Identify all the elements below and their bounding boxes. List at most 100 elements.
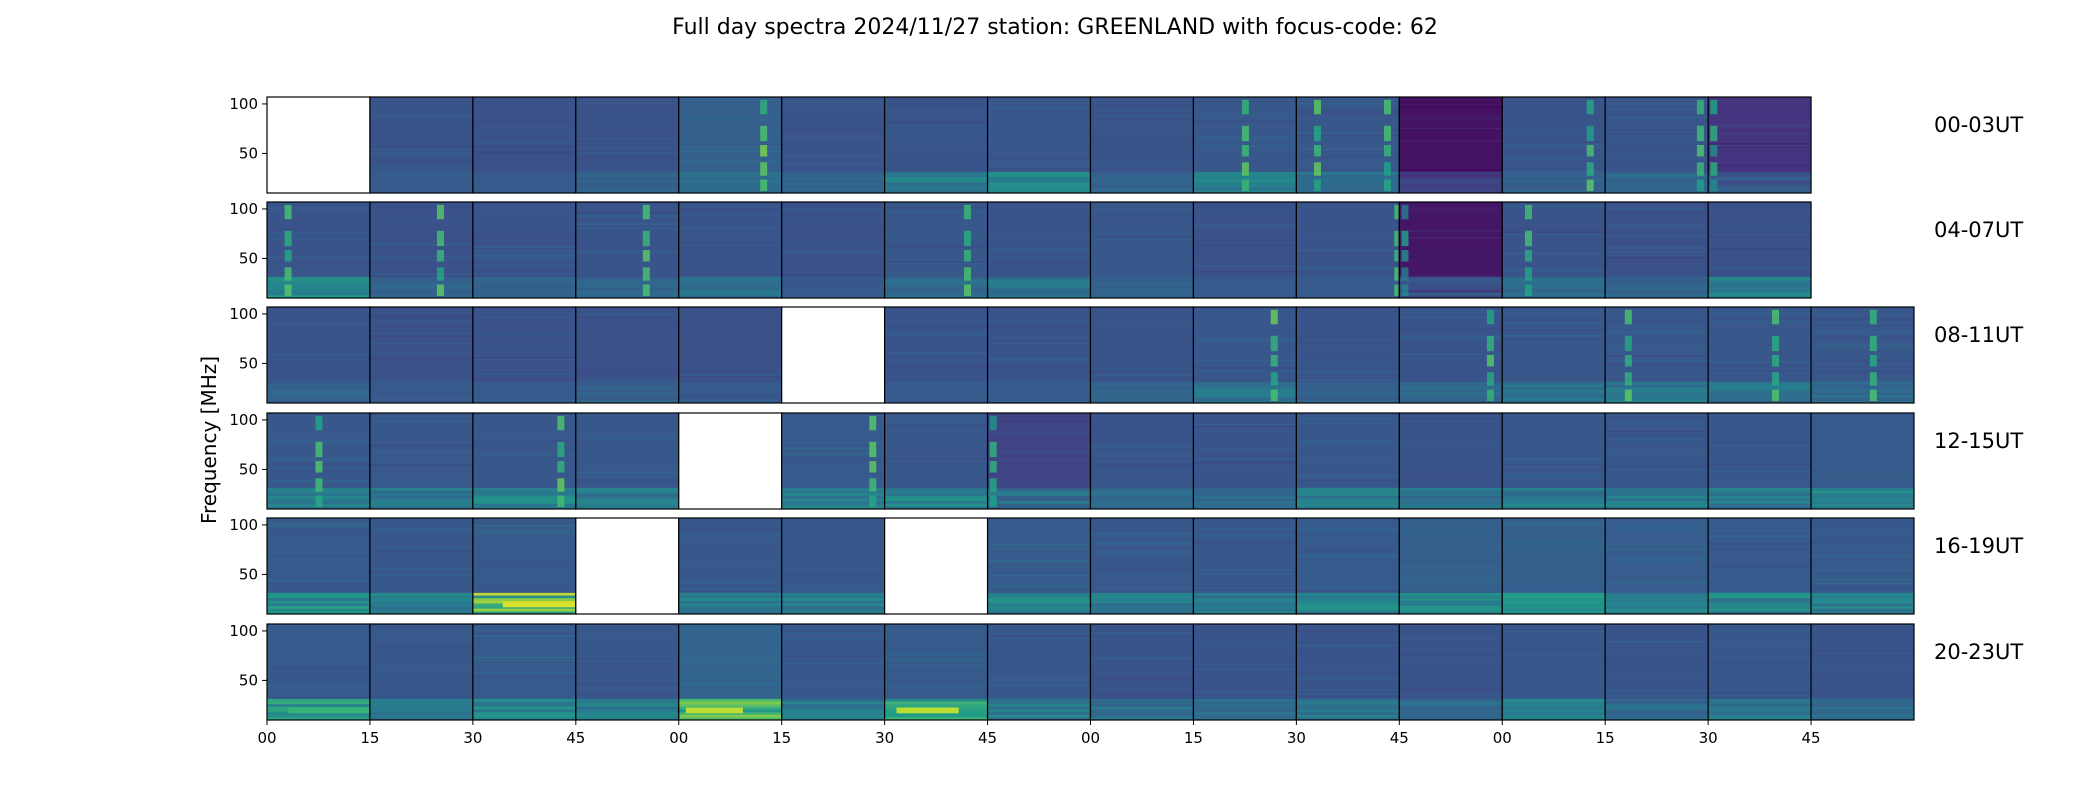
intense-band xyxy=(288,707,370,714)
spectrum-stripe xyxy=(1193,641,1297,643)
spectrum-stripe xyxy=(267,557,370,560)
low-frequency-band xyxy=(1296,501,1400,505)
spectrum-stripe xyxy=(1296,568,1400,571)
spectrum-stripe xyxy=(1708,346,1812,348)
spectrum-stripe xyxy=(472,275,576,277)
low-frequency-band xyxy=(781,709,885,713)
low-frequency-band xyxy=(369,185,473,189)
spectrum-stripe xyxy=(884,352,988,354)
spectrum-stripe xyxy=(1605,445,1709,447)
x-tick-label: 00 xyxy=(257,729,276,747)
burst-line xyxy=(1313,179,1321,192)
low-frequency-band xyxy=(1605,501,1709,505)
low-frequency-band xyxy=(781,595,885,599)
low-frequency-band xyxy=(575,185,679,189)
spectrum-stripe xyxy=(987,325,1091,327)
spectrum-stripe xyxy=(1399,208,1503,210)
low-frequency-band xyxy=(1090,400,1194,404)
spectrum-stripe xyxy=(1502,658,1606,660)
spectrum-stripe xyxy=(781,648,885,650)
spectrum-stripe xyxy=(781,663,885,665)
low-frequency-band xyxy=(472,704,576,708)
spectrum-stripe xyxy=(1811,583,1914,585)
low-frequency-band xyxy=(267,384,370,388)
y-tick-label: 100 xyxy=(229,622,258,640)
spectrum-stripe xyxy=(369,549,473,551)
spectrum-stripe xyxy=(884,655,988,658)
low-frequency-band xyxy=(1090,279,1194,283)
spectrum-stripe xyxy=(472,133,576,135)
low-frequency-band xyxy=(1296,292,1400,296)
low-frequency-band xyxy=(472,606,576,610)
spectrum-stripe xyxy=(1399,455,1503,457)
spectrum-stripe xyxy=(1399,673,1503,675)
low-frequency-band xyxy=(369,608,473,612)
spectrum-panel xyxy=(1810,412,1915,510)
low-frequency-band xyxy=(884,182,988,186)
spectrum-stripe xyxy=(1296,341,1400,344)
spectrum-stripe xyxy=(575,223,679,226)
spectrum-stripe xyxy=(987,366,1091,368)
spectrum-panel xyxy=(1501,201,1606,299)
spectrum-stripe xyxy=(472,440,576,442)
spectrum-stripe xyxy=(884,103,988,105)
spectrum-stripe xyxy=(1502,464,1606,466)
spectrum-stripe xyxy=(575,683,679,685)
low-frequency-band xyxy=(1708,279,1812,283)
spectrum-stripe xyxy=(987,136,1091,138)
low-frequency-band xyxy=(1502,387,1606,391)
spectrum-stripe xyxy=(472,243,576,245)
burst-line xyxy=(315,478,323,492)
burst-line xyxy=(1394,230,1402,247)
spectrum-stripe xyxy=(678,150,782,152)
low-frequency-band xyxy=(1708,704,1812,708)
low-frequency-band xyxy=(1605,279,1709,283)
spectrum-stripe xyxy=(987,687,1091,689)
spectrum-stripe xyxy=(781,251,885,253)
y-tick-label: 50 xyxy=(239,354,258,372)
spectrum-stripe xyxy=(1193,210,1297,212)
low-frequency-band xyxy=(575,717,679,721)
low-frequency-band xyxy=(987,295,1091,299)
spectrum-stripe xyxy=(987,697,1091,699)
low-frequency-band xyxy=(987,706,1091,710)
low-frequency-band xyxy=(1296,190,1400,194)
spectrum-stripe xyxy=(1399,316,1503,319)
low-frequency-band xyxy=(884,704,988,708)
spectrum-stripe xyxy=(1090,453,1194,455)
spectrum-stripe xyxy=(1708,320,1812,322)
spectrum-stripe xyxy=(1502,321,1606,323)
spectrum-stripe xyxy=(1296,423,1400,425)
spectrum-stripe xyxy=(1605,486,1709,488)
spectrum-stripe xyxy=(1193,251,1297,253)
spectrum-stripe xyxy=(575,152,679,154)
spectrum-stripe xyxy=(1502,465,1606,467)
spectrum-stripe xyxy=(884,334,988,336)
spectrum-panel xyxy=(1810,623,1915,721)
low-frequency-band xyxy=(781,606,885,610)
spectrum-stripe xyxy=(369,114,473,116)
spectrum-panel xyxy=(369,306,474,404)
spectrum-stripe xyxy=(1708,558,1812,560)
low-frequency-band xyxy=(1399,174,1503,178)
spectrum-stripe xyxy=(1605,320,1709,323)
burst-line xyxy=(1586,179,1594,192)
spectrum-stripe xyxy=(267,223,370,225)
row-time-label: 08-11UT xyxy=(1934,323,2023,347)
spectrum-stripe xyxy=(472,153,576,155)
spectrum-stripe xyxy=(678,342,782,344)
low-frequency-band xyxy=(781,698,885,702)
low-frequency-band xyxy=(369,276,473,280)
low-frequency-band xyxy=(1708,503,1812,507)
low-frequency-band xyxy=(575,389,679,393)
spectrum-stripe xyxy=(1193,529,1297,531)
empty-panel xyxy=(575,518,679,614)
spectrum-stripe xyxy=(884,133,988,136)
spectrum-stripe xyxy=(575,151,679,153)
spectrum-stripe xyxy=(575,628,679,630)
low-frequency-band xyxy=(1296,387,1400,391)
burst-line xyxy=(1710,162,1718,176)
burst-line xyxy=(963,250,971,262)
burst-line xyxy=(1710,179,1718,192)
spectrum-stripe xyxy=(781,435,885,437)
